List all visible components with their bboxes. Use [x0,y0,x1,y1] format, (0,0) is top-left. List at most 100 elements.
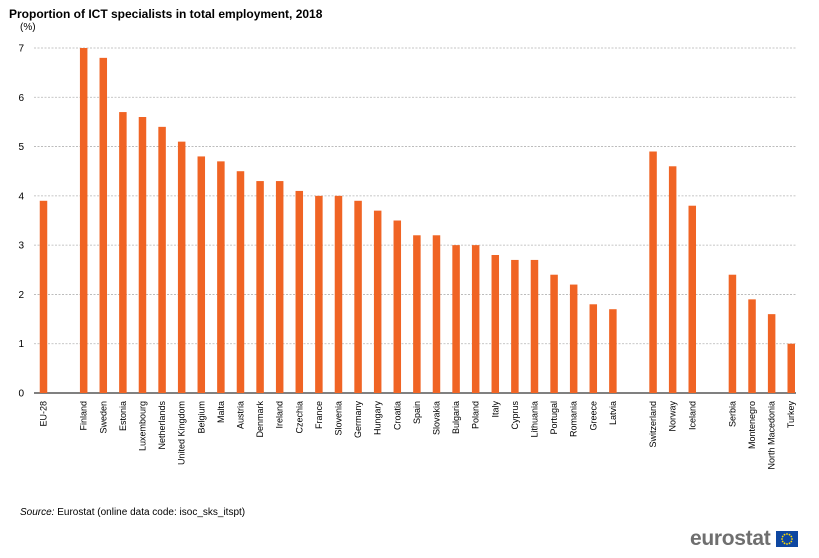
bar [217,161,225,393]
bar [197,156,206,393]
bar [138,117,147,393]
eurostat-logo-text: eurostat [690,527,771,550]
bar [511,259,519,393]
x-tick-label: Belgium [196,401,206,434]
bar [99,57,108,393]
bar [119,112,127,394]
bar [79,48,88,393]
bar [530,259,539,393]
x-tick-label: Latvia [608,401,618,425]
x-tick-label: Portugal [549,401,559,435]
bar [393,220,402,393]
bar [413,235,421,393]
y-tick-label: 5 [18,142,24,153]
x-tick-label: Montenegro [747,401,757,449]
bar [688,205,697,393]
x-tick-label: Lithuania [529,401,539,438]
x-tick-label: Spain [412,401,422,424]
x-tick-label: Serbia [727,401,737,427]
source-label: Source: [20,507,55,518]
x-tick-label: Italy [490,401,500,418]
flag-star [784,542,786,545]
x-tick-label: Slovakia [431,401,441,435]
bar [373,210,382,393]
y-tick-label: 3 [18,241,24,252]
y-tick-label: 2 [18,290,24,301]
x-tick-label: Estonia [118,401,128,431]
x-tick-label: Netherlands [157,401,167,450]
x-tick-label: Greece [588,401,598,431]
x-tick-label: France [314,401,324,429]
x-tick-label: Croatia [392,401,402,430]
x-tick-label: Switzerland [648,401,658,448]
bar [748,299,756,393]
bar [236,171,245,393]
source-note: Source: Eurostat (online data code: isoc… [20,507,245,518]
bar [39,200,48,393]
x-tick-label: EU-28 [39,401,49,427]
x-tick-label: Bulgaria [451,401,461,434]
eu-flag-icon [776,531,799,547]
flag-star [782,535,785,538]
bar [334,195,343,393]
x-tick-label: Iceland [687,401,697,430]
eurostat-logo: eurostat [690,527,799,551]
x-tick-label: North Macedonia [767,401,777,470]
flag-star [790,540,793,543]
bar [354,200,362,393]
source-text: Eurostat (online data code: isoc_sks_its… [57,507,246,518]
flag-star [791,538,794,540]
flag-star [786,543,789,545]
x-tick-label: Cyprus [510,401,520,430]
x-tick-label: Germany [353,401,363,439]
x-tick-label: Norway [668,401,678,432]
bar [550,274,558,393]
bar [432,235,441,393]
y-tick-label: 1 [18,339,24,350]
x-tick-label: Hungary [373,401,383,436]
bar [295,190,304,393]
x-tick-label: United Kingdom [177,401,187,465]
chart-title: Proportion of ICT specialists in total e… [9,7,323,21]
flag-star [786,533,789,535]
x-tick-label: Denmark [255,401,265,438]
bar [158,126,166,393]
bar [767,314,776,393]
y-tick-label: 0 [18,389,24,400]
bar-chart: 0 1 2 3 4 5 6 7 EU-28 Finland Sweden Estonia Luxembo… [18,44,796,470]
x-tick-label: Ireland [275,401,285,429]
x-tick-label: Austria [235,401,245,429]
y-tick-label: 7 [18,44,24,55]
x-tick-label: Malta [216,401,226,423]
bar [275,181,284,393]
flag-star [784,533,786,536]
bar [452,245,460,393]
x-tick-label: Slovenia [333,401,343,436]
x-tick-label: Turkey [786,401,796,429]
x-tick-label: Finland [79,401,89,431]
bar [728,274,737,393]
bar [315,195,323,393]
x-tick-label: Czechia [294,401,304,434]
flag-star [790,535,793,538]
x-tick-label: Sweden [98,401,108,434]
bar [649,151,657,393]
flag-star [781,538,784,540]
x-tick-label: Poland [471,401,481,429]
bar [177,141,186,393]
bar [471,245,480,393]
x-tick-label: Luxembourg [137,401,147,451]
bar [609,309,617,393]
y-tick-label: 6 [18,93,24,104]
flag-star [789,542,791,545]
bar [256,181,264,393]
flag-star [789,533,791,536]
y-tick-label: 4 [18,191,24,202]
bar [589,304,598,393]
bar [668,166,677,393]
flag-star [782,540,785,543]
bar [491,255,500,393]
x-tick-label: Romania [569,401,579,437]
bar [787,343,795,393]
y-axis-unit-label: (%) [20,22,36,33]
